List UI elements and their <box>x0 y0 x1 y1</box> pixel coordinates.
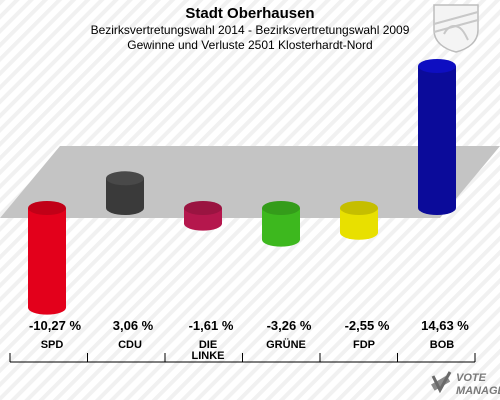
bar-grüne <box>262 201 300 247</box>
value-label-bob: 14,63 % <box>421 318 469 333</box>
value-label-die-linke: -1,61 % <box>189 318 234 333</box>
category-label-die-linke: LINKE <box>192 350 225 362</box>
category-label-die-linke: DIE <box>199 339 217 351</box>
vote-manager-logo: VOTE MANAGER <box>431 371 500 397</box>
value-label-cdu: 3,06 % <box>113 318 154 333</box>
category-label-spd: SPD <box>41 339 64 351</box>
bar-cdu <box>106 171 144 215</box>
bar-spd <box>28 201 66 315</box>
value-label-spd: -10,27 % <box>29 318 81 333</box>
category-label-fdp: FDP <box>353 339 375 351</box>
coat-of-arms-icon <box>433 4 479 53</box>
chart-title: Stadt Oberhausen <box>185 5 315 22</box>
category-label-cdu: CDU <box>118 339 142 351</box>
category-label-bob: BOB <box>430 339 455 351</box>
bar-bob <box>418 59 456 215</box>
chart-subtitle-2: Gewinne und Verluste 2501 Klosterhardt-N… <box>127 38 373 52</box>
value-label-fdp: -2,55 % <box>345 318 390 333</box>
bar-die-linke <box>184 201 222 231</box>
bar-fdp <box>340 201 378 240</box>
category-label-grüne: GRÜNE <box>266 338 306 351</box>
value-label-grüne: -3,26 % <box>267 318 312 333</box>
watermark-line1: VOTE <box>456 372 487 384</box>
chart-subtitle-1: Bezirksvertretungswahl 2014 - Bezirksver… <box>90 23 410 37</box>
watermark-line2: MANAGER <box>456 385 500 397</box>
